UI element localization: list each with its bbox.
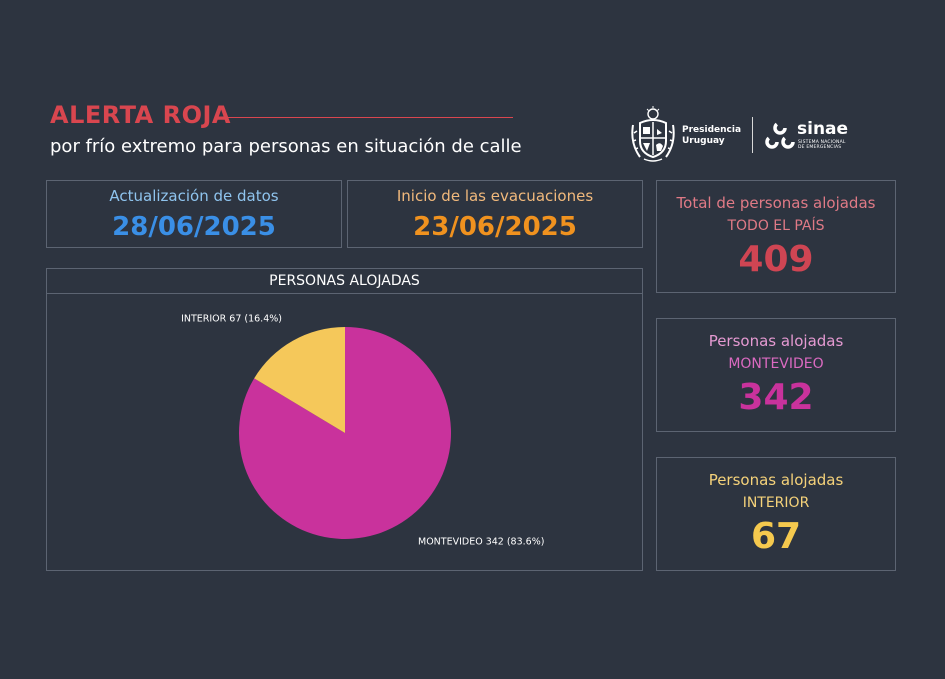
alert-title: ALERTA ROJA [50,101,231,129]
pie-slice-interior [254,327,345,433]
montevideo-sheltered-scope: MONTEVIDEO [728,356,824,372]
total-sheltered-scope: TODO EL PAÍS [727,218,825,234]
total-sheltered-value: 409 [738,239,814,280]
logo-divider [752,117,753,153]
update-date-value: 28/06/2025 [112,212,276,242]
logos: Presidencia Uruguay sinae SISTEMA NACION… [630,105,860,167]
alert-subtitle: por frío extremo para personas en situac… [50,136,522,157]
montevideo-sheltered-card: Personas alojadas MONTEVIDEO 342 [656,318,896,432]
sinae-fullname: SISTEMA NACIONAL DE EMERGENCIAS [798,140,846,150]
title-rule [225,117,513,118]
interior-sheltered-card: Personas alojadas INTERIOR 67 [656,457,896,571]
pie-chart: MONTEVIDEO 342 (83.6%) INTERIOR 67 (16.4%… [181,314,544,548]
montevideo-sheltered-label: Personas alojadas [708,332,844,350]
total-sheltered-card: Total de personas alojadas TODO EL PAÍS … [656,180,896,293]
montevideo-sheltered-value: 342 [738,377,814,418]
sinae-logo-icon [765,121,795,149]
evacuation-start-label: Inicio de las evacuaciones [396,187,594,205]
chart-title: PERSONAS ALOJADAS [269,273,420,289]
coat-of-arms-icon [631,106,675,162]
slice-label-montevideo: MONTEVIDEO 342 (83.6%) [418,536,544,547]
update-date-label: Actualización de datos [109,187,279,205]
update-date-card: Actualización de datos 28/06/2025 [46,180,342,248]
interior-sheltered-value: 67 [750,516,802,557]
total-sheltered-label: Total de personas alojadas [676,194,876,212]
slice-label-interior: INTERIOR 67 (16.4%) [181,314,282,325]
chart-title-bar: PERSONAS ALOJADAS [47,269,642,294]
evacuation-start-value: 23/06/2025 [413,212,577,242]
interior-sheltered-scope: INTERIOR [742,495,810,511]
interior-sheltered-label: Personas alojadas [708,471,844,489]
chart-panel: PERSONAS ALOJADAS MONTEVIDEO 342 (83.6%)… [46,268,643,571]
presidencia-label: Presidencia Uruguay [682,125,742,146]
evacuation-start-card: Inicio de las evacuaciones 23/06/2025 [347,180,643,248]
sinae-name: sinae [797,119,849,139]
